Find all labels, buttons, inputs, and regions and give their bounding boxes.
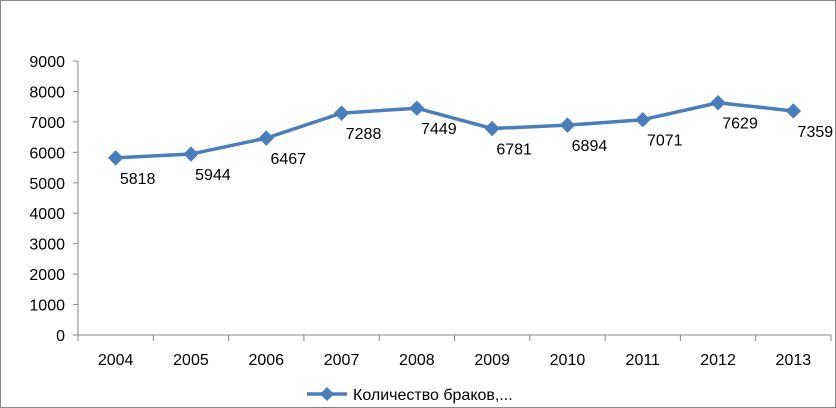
data-point-marker — [559, 117, 576, 133]
data-point-marker — [183, 146, 199, 162]
data-point-marker — [785, 103, 802, 119]
x-tick-label: 2008 — [399, 352, 435, 369]
data-point-marker — [710, 95, 726, 111]
data-labels: 5818 5944 6467 7288 7449 6781 6894 7071 7629 7359 — [120, 116, 833, 188]
data-point-marker — [107, 150, 124, 166]
data-point-marker — [258, 130, 274, 146]
data-label: 7359 — [798, 124, 834, 141]
legend: Количество браков,... — [307, 387, 513, 404]
y-tick-label: 7000 — [29, 115, 65, 132]
y-tick-label: 4000 — [29, 206, 65, 223]
data-label: 7071 — [647, 133, 683, 150]
data-point-marker — [409, 100, 425, 116]
y-tick-label: 5000 — [29, 176, 65, 193]
x-tick-label: 2006 — [248, 352, 284, 369]
x-tick-label: 2011 — [626, 352, 661, 369]
x-tick-label: 2012 — [700, 352, 736, 369]
x-tick-label: 2013 — [776, 352, 812, 369]
data-label: 6894 — [572, 138, 608, 155]
x-tick-label: 2007 — [324, 352, 360, 369]
data-label: 7629 — [722, 116, 758, 133]
y-tick-label: 9000 — [29, 54, 65, 71]
data-label: 7449 — [421, 121, 457, 138]
legend-label: Количество браков,... — [353, 387, 513, 404]
y-tick-label: 0 — [56, 328, 65, 345]
y-tick-label: 6000 — [29, 145, 65, 162]
data-label: 6467 — [270, 151, 306, 168]
data-label: 5944 — [195, 167, 231, 184]
series-line — [115, 100, 794, 160]
data-point-marker — [635, 112, 651, 128]
y-tick-label: 1000 — [29, 298, 65, 315]
data-label: 7288 — [346, 126, 382, 143]
y-tick-label: 3000 — [29, 237, 65, 254]
y-tick-label: 2000 — [29, 267, 65, 284]
y-tick-label: 8000 — [29, 84, 65, 101]
x-tick-label: 2010 — [550, 352, 586, 369]
data-point-marker — [333, 105, 350, 121]
x-tick-label: 2009 — [474, 352, 510, 369]
data-point-marker — [484, 120, 500, 137]
series — [107, 95, 802, 166]
data-label: 6781 — [496, 142, 532, 159]
x-tick-label: 2005 — [173, 352, 209, 369]
x-tick-label: 2004 — [98, 352, 134, 369]
legend-marker-icon — [320, 387, 334, 401]
axes: 0 1000 2000 3000 4000 5000 6000 7000 8000 9000 200… — [29, 54, 832, 369]
data-label: 5818 — [120, 171, 156, 188]
